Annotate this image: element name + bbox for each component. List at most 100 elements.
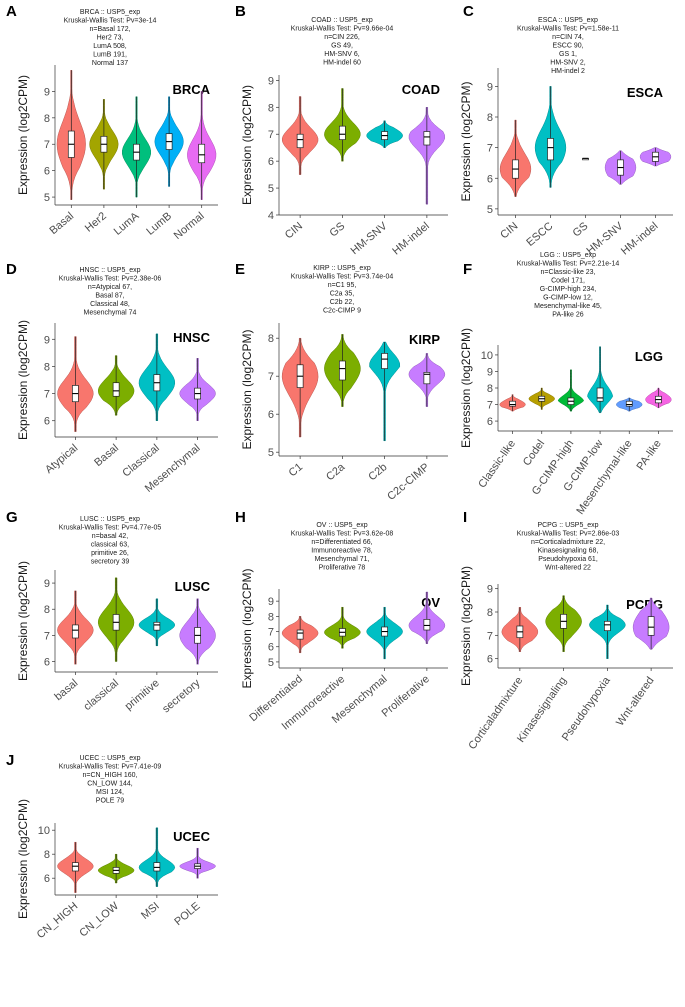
y-axis-title: Expression (log2CPM) bbox=[16, 799, 30, 919]
subtitle-line: UCEC :: USP5_exp bbox=[79, 755, 140, 762]
y-tick-label: 10 bbox=[38, 825, 50, 837]
subtitle-line: Kinasesignaling 68, bbox=[538, 548, 599, 555]
x-tick-label: ESCC bbox=[524, 220, 555, 249]
violin-group: PA-like bbox=[635, 387, 672, 473]
subtitle-line: G-CIMP-high 234, bbox=[540, 286, 596, 293]
subtitle-line: GS 1, bbox=[559, 51, 577, 58]
subtitle-line: primitive 26, bbox=[91, 550, 129, 557]
subtitle-line: Proliferative 78 bbox=[319, 565, 366, 572]
subtitle-line: Mesenchymal 74 bbox=[84, 310, 137, 317]
y-tick-label: 8 bbox=[487, 607, 493, 619]
y-tick-label: 8 bbox=[487, 383, 493, 395]
subtitle-line: G-CIMP-low 12, bbox=[543, 295, 593, 302]
y-tick-label: 9 bbox=[44, 86, 50, 98]
cancer-label: HNSC bbox=[173, 330, 210, 345]
subtitle-line: Kruskal-Wallis Test: Pv=2.86e-03 bbox=[517, 531, 620, 538]
subtitle-line: Kruskal-Wallis Test: Pv=2.38e-06 bbox=[59, 276, 162, 283]
violin-box bbox=[647, 616, 655, 636]
subtitle-line: Pseudohypoxia 61, bbox=[538, 556, 598, 563]
violin-group: Normal bbox=[172, 91, 217, 242]
violin-group: basal bbox=[52, 590, 94, 703]
x-tick-label: CN_HIGH bbox=[35, 900, 81, 941]
subtitle-line: C2b 22, bbox=[330, 299, 355, 306]
y-axis-title: Expression (log2CPM) bbox=[459, 328, 473, 448]
y-tick-label: 10 bbox=[481, 350, 493, 362]
y-tick-label: 6 bbox=[268, 156, 274, 168]
subtitle-line: BRCA :: USP5_exp bbox=[80, 9, 140, 16]
y-tick-label: 4 bbox=[268, 210, 274, 222]
y-tick-label: 6 bbox=[268, 409, 274, 421]
subtitle-line: n=CN_HIGH 160, bbox=[82, 772, 137, 779]
subtitle-line: Classical 48, bbox=[90, 301, 130, 308]
subtitle-line: PCPG :: USP5_exp bbox=[537, 522, 598, 529]
violin-group: GS bbox=[571, 157, 590, 240]
x-tick-label: C2c-CIMP bbox=[385, 461, 432, 503]
violin-box bbox=[625, 400, 633, 407]
subtitle-line: LumA 508, bbox=[93, 43, 127, 50]
violin-box bbox=[153, 862, 161, 872]
y-tick-label: 9 bbox=[268, 75, 274, 87]
cancer-label: ESCA bbox=[627, 85, 664, 100]
violin-group: Her2 bbox=[83, 99, 119, 235]
subtitle-line: GS 49, bbox=[331, 43, 353, 50]
subtitle-line: Wnt-altered 22 bbox=[545, 565, 591, 572]
violin-group: secretory bbox=[160, 598, 216, 715]
y-tick-label: 7 bbox=[487, 143, 493, 155]
subtitle-line: HNSC :: USP5_exp bbox=[79, 267, 140, 274]
subtitle-line: Basal 87, bbox=[95, 293, 124, 300]
cancer-label: LGG bbox=[635, 349, 663, 364]
violin-group: C2c-CIMP bbox=[385, 353, 446, 503]
subtitle-line: classical 63, bbox=[91, 542, 129, 549]
subtitle-line: n=Differentiated 66, bbox=[311, 539, 372, 546]
subtitle-line: Kruskal-Wallis Test: Pv=1.58e-11 bbox=[517, 26, 619, 33]
y-tick-label: 8 bbox=[268, 333, 274, 345]
subtitle-line: COAD :: USP5_exp bbox=[311, 17, 373, 24]
subtitle-line: HM-SNV 6, bbox=[324, 51, 359, 58]
x-tick-label: CN_LOW bbox=[77, 900, 121, 940]
y-tick-label: 7 bbox=[487, 400, 493, 412]
subtitle-line: HM-SNV 2, bbox=[550, 60, 585, 67]
y-axis-title: Expression (log2CPM) bbox=[16, 561, 30, 681]
panel-letter: D bbox=[6, 261, 17, 278]
violin-group: MSI bbox=[138, 827, 176, 922]
subtitle-line: Her2 73, bbox=[97, 35, 124, 42]
violin-group: Wnt-altered bbox=[614, 597, 670, 728]
violin-box bbox=[296, 629, 304, 640]
y-tick-label: 6 bbox=[44, 416, 50, 428]
x-tick-label: LumB bbox=[144, 210, 174, 238]
panel-letter: I bbox=[463, 509, 467, 526]
x-tick-label: Codel bbox=[521, 438, 547, 468]
cancer-label: LUSC bbox=[175, 579, 211, 594]
y-tick-label: 5 bbox=[268, 657, 274, 669]
subtitle-line: n=Classic-like 23, bbox=[540, 269, 595, 276]
violin-box bbox=[339, 360, 346, 381]
panel-letter: E bbox=[235, 261, 245, 278]
subtitle-line: n=Atypical 67, bbox=[88, 284, 132, 291]
y-tick-label: 6 bbox=[487, 654, 493, 666]
y-tick-label: 6 bbox=[268, 642, 274, 654]
x-tick-label: MSI bbox=[139, 900, 162, 922]
subtitle-line: C2a 35, bbox=[330, 291, 355, 298]
y-axis-title: Expression (log2CPM) bbox=[459, 81, 473, 201]
subtitle-line: Immunoreactive 78, bbox=[311, 548, 373, 555]
y-tick-label: 6 bbox=[487, 173, 493, 185]
y-axis-title: Expression (log2CPM) bbox=[240, 85, 254, 205]
violin-box bbox=[423, 619, 431, 631]
panel-letter: F bbox=[463, 261, 472, 278]
violin-group: LumB bbox=[144, 96, 184, 238]
y-tick-label: 6 bbox=[44, 166, 50, 178]
y-tick-label: 8 bbox=[44, 604, 50, 616]
violin-box bbox=[72, 862, 79, 872]
subtitle-line: LumB 191, bbox=[93, 52, 127, 59]
violin-group: GS bbox=[324, 88, 361, 240]
x-tick-label: Pseudohypoxia bbox=[560, 674, 613, 743]
y-tick-label: 8 bbox=[44, 113, 50, 125]
cancer-label: UCEC bbox=[173, 829, 210, 844]
x-tick-label: Her2 bbox=[83, 210, 109, 235]
panel-letter: C bbox=[463, 3, 474, 20]
subtitle-line: secretory 39 bbox=[91, 559, 130, 566]
